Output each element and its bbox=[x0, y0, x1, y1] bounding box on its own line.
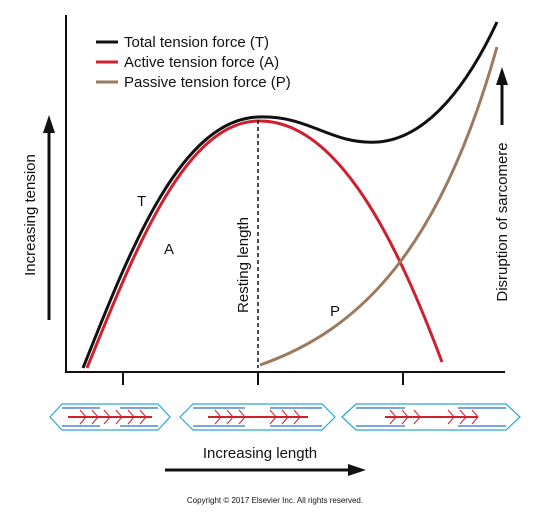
legend-label: Active tension force (A) bbox=[124, 54, 279, 71]
passive-curve bbox=[259, 46, 499, 367]
total-curve bbox=[81, 21, 499, 369]
curve-label: T bbox=[137, 193, 146, 210]
arrows bbox=[43, 67, 508, 476]
sarcomeres bbox=[49, 403, 521, 431]
active-curve bbox=[85, 119, 444, 369]
legend-label: Passive tension force (P) bbox=[124, 74, 291, 91]
resting-label: Resting length bbox=[235, 217, 252, 313]
curve-label: P bbox=[330, 303, 340, 320]
x-axis-label: Increasing length bbox=[203, 445, 317, 462]
x-ticks bbox=[122, 372, 404, 385]
curve-label: A bbox=[164, 241, 174, 258]
legend-label: Total tension force (T) bbox=[124, 34, 269, 51]
y-axis-label: Increasing tension bbox=[22, 154, 39, 276]
disruption-label: Disruption of sarcomere bbox=[494, 142, 511, 301]
copyright: Copyright © 2017 Elsevier Inc. All right… bbox=[187, 496, 363, 505]
